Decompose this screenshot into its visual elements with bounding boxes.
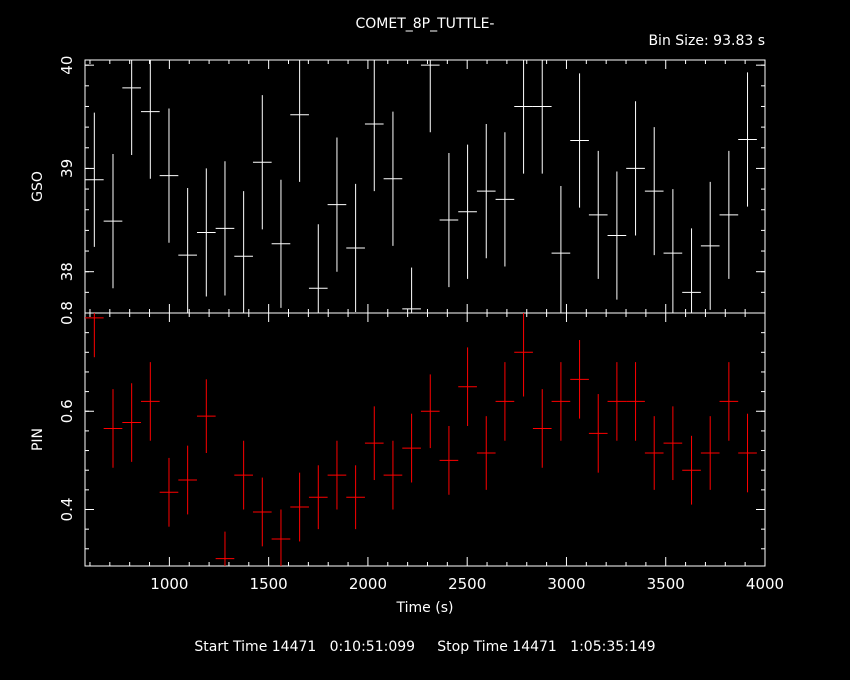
time-range-footer: Start Time 14471 0:10:51:099 Stop Time 1… [194, 639, 655, 655]
gso-data-point [495, 132, 515, 267]
pin-data-point [178, 445, 197, 515]
gso-tick-label: 40 [58, 56, 76, 75]
gso-tick-label: 39 [58, 159, 76, 178]
gso-data-point [700, 181, 720, 310]
pin-data-point [271, 509, 291, 566]
pin-data-point [551, 362, 571, 441]
pin-data-point [234, 440, 253, 510]
pin-data-point [252, 477, 272, 547]
x-tick-label: 2000 [349, 575, 387, 593]
pin-data-point [700, 416, 720, 490]
pin-data-point [644, 416, 664, 490]
gso-data-point [476, 124, 496, 259]
pin-data-point [682, 435, 701, 505]
pin-data-point [103, 389, 123, 468]
pin-data-point [719, 362, 739, 441]
gso-data-point [364, 60, 384, 192]
gso-data-point [663, 189, 683, 313]
pin-data-point [308, 465, 328, 530]
pin-data-point [663, 406, 683, 481]
pin-data-point [402, 413, 421, 483]
gso-data-point [271, 179, 291, 308]
gso-data-point [234, 191, 253, 313]
gso-data-point [196, 168, 216, 297]
gso-data-point [85, 112, 104, 247]
gso-frame [84, 59, 766, 314]
gso-data-point [178, 188, 197, 313]
pin-data-point [159, 457, 179, 527]
pin-data-point [196, 379, 216, 454]
x-tick-label: 3000 [547, 575, 585, 593]
pin-data-point [626, 362, 645, 441]
gso-data-point [402, 267, 421, 313]
x-tick-label: 2500 [448, 575, 486, 593]
gso-data-point [327, 137, 347, 272]
gso-data-point [140, 60, 160, 179]
gso-data-point [570, 73, 589, 208]
pin-data-point [215, 531, 235, 566]
pin-data-point [383, 440, 403, 510]
gso-data-point [290, 60, 309, 182]
gso-data-point [346, 183, 365, 312]
pin-axis-label: PIN [30, 428, 46, 451]
gso-data-point [532, 60, 552, 174]
gso-data-point [551, 185, 571, 313]
gso-data-point [420, 60, 440, 133]
gso-data-point [644, 127, 664, 256]
x-tick-label: 3500 [647, 575, 685, 593]
gso-data-point [215, 161, 235, 296]
gso-data-point [588, 150, 608, 279]
bin-size-label: Bin Size: 93.83 s [648, 33, 765, 49]
gso-data-point [103, 153, 123, 289]
pin-data-point [290, 472, 309, 542]
x-tick-label: 1000 [150, 575, 188, 593]
pin-panel: 0.4 0.6 0.8 PIN [30, 301, 766, 567]
pin-data-point [439, 425, 459, 495]
gso-data-point [308, 224, 328, 313]
gso-data-point [719, 150, 739, 279]
pin-data-point [364, 406, 384, 481]
gso-data-point [252, 95, 272, 230]
pin-data-point [346, 465, 365, 530]
gso-data-point [514, 60, 533, 174]
pin-data-point [458, 347, 477, 426]
pin-tick-label: 0.6 [58, 399, 76, 423]
pin-data-point [570, 340, 589, 419]
x-axis-label: Time (s) [396, 600, 454, 616]
pin-data-point [588, 394, 608, 473]
x-tick-label: 4000 [746, 575, 784, 593]
gso-data-point [626, 101, 645, 236]
pin-data-point [140, 362, 160, 441]
pin-data-point [495, 362, 515, 441]
gso-panel: 38 39 40 GSO [30, 56, 766, 314]
pin-frame [84, 312, 766, 567]
x-tick-label: 1500 [250, 575, 288, 593]
gso-data-point [607, 171, 627, 300]
pin-data-point [514, 313, 533, 397]
pin-data-point [85, 313, 104, 358]
gso-data-point [122, 60, 141, 156]
gso-data-point [682, 228, 701, 313]
pin-tick-label: 0.4 [58, 498, 76, 522]
pin-data-point [532, 389, 552, 468]
pin-data-point [476, 416, 496, 490]
gso-data-point [383, 111, 403, 246]
pin-data-point [420, 374, 440, 449]
gso-data-point [738, 72, 757, 207]
pin-data-point [327, 440, 347, 510]
pin-data-points [85, 313, 757, 566]
gso-axis-label: GSO [30, 171, 46, 202]
pin-data-point [607, 362, 627, 441]
pin-tick-label: 0.8 [58, 301, 76, 325]
gso-data-point [439, 152, 459, 288]
x-axis: 1000 1500 2000 2500 3000 3500 4000 [150, 575, 784, 593]
gso-tick-label: 38 [58, 262, 76, 281]
chart-title: COMET_8P_TUTTLE- [356, 16, 495, 32]
gso-data-point [458, 144, 477, 279]
pin-data-point [122, 383, 141, 462]
pin-data-point [738, 413, 757, 493]
gso-data-points [85, 60, 757, 313]
gso-data-point [159, 108, 179, 243]
